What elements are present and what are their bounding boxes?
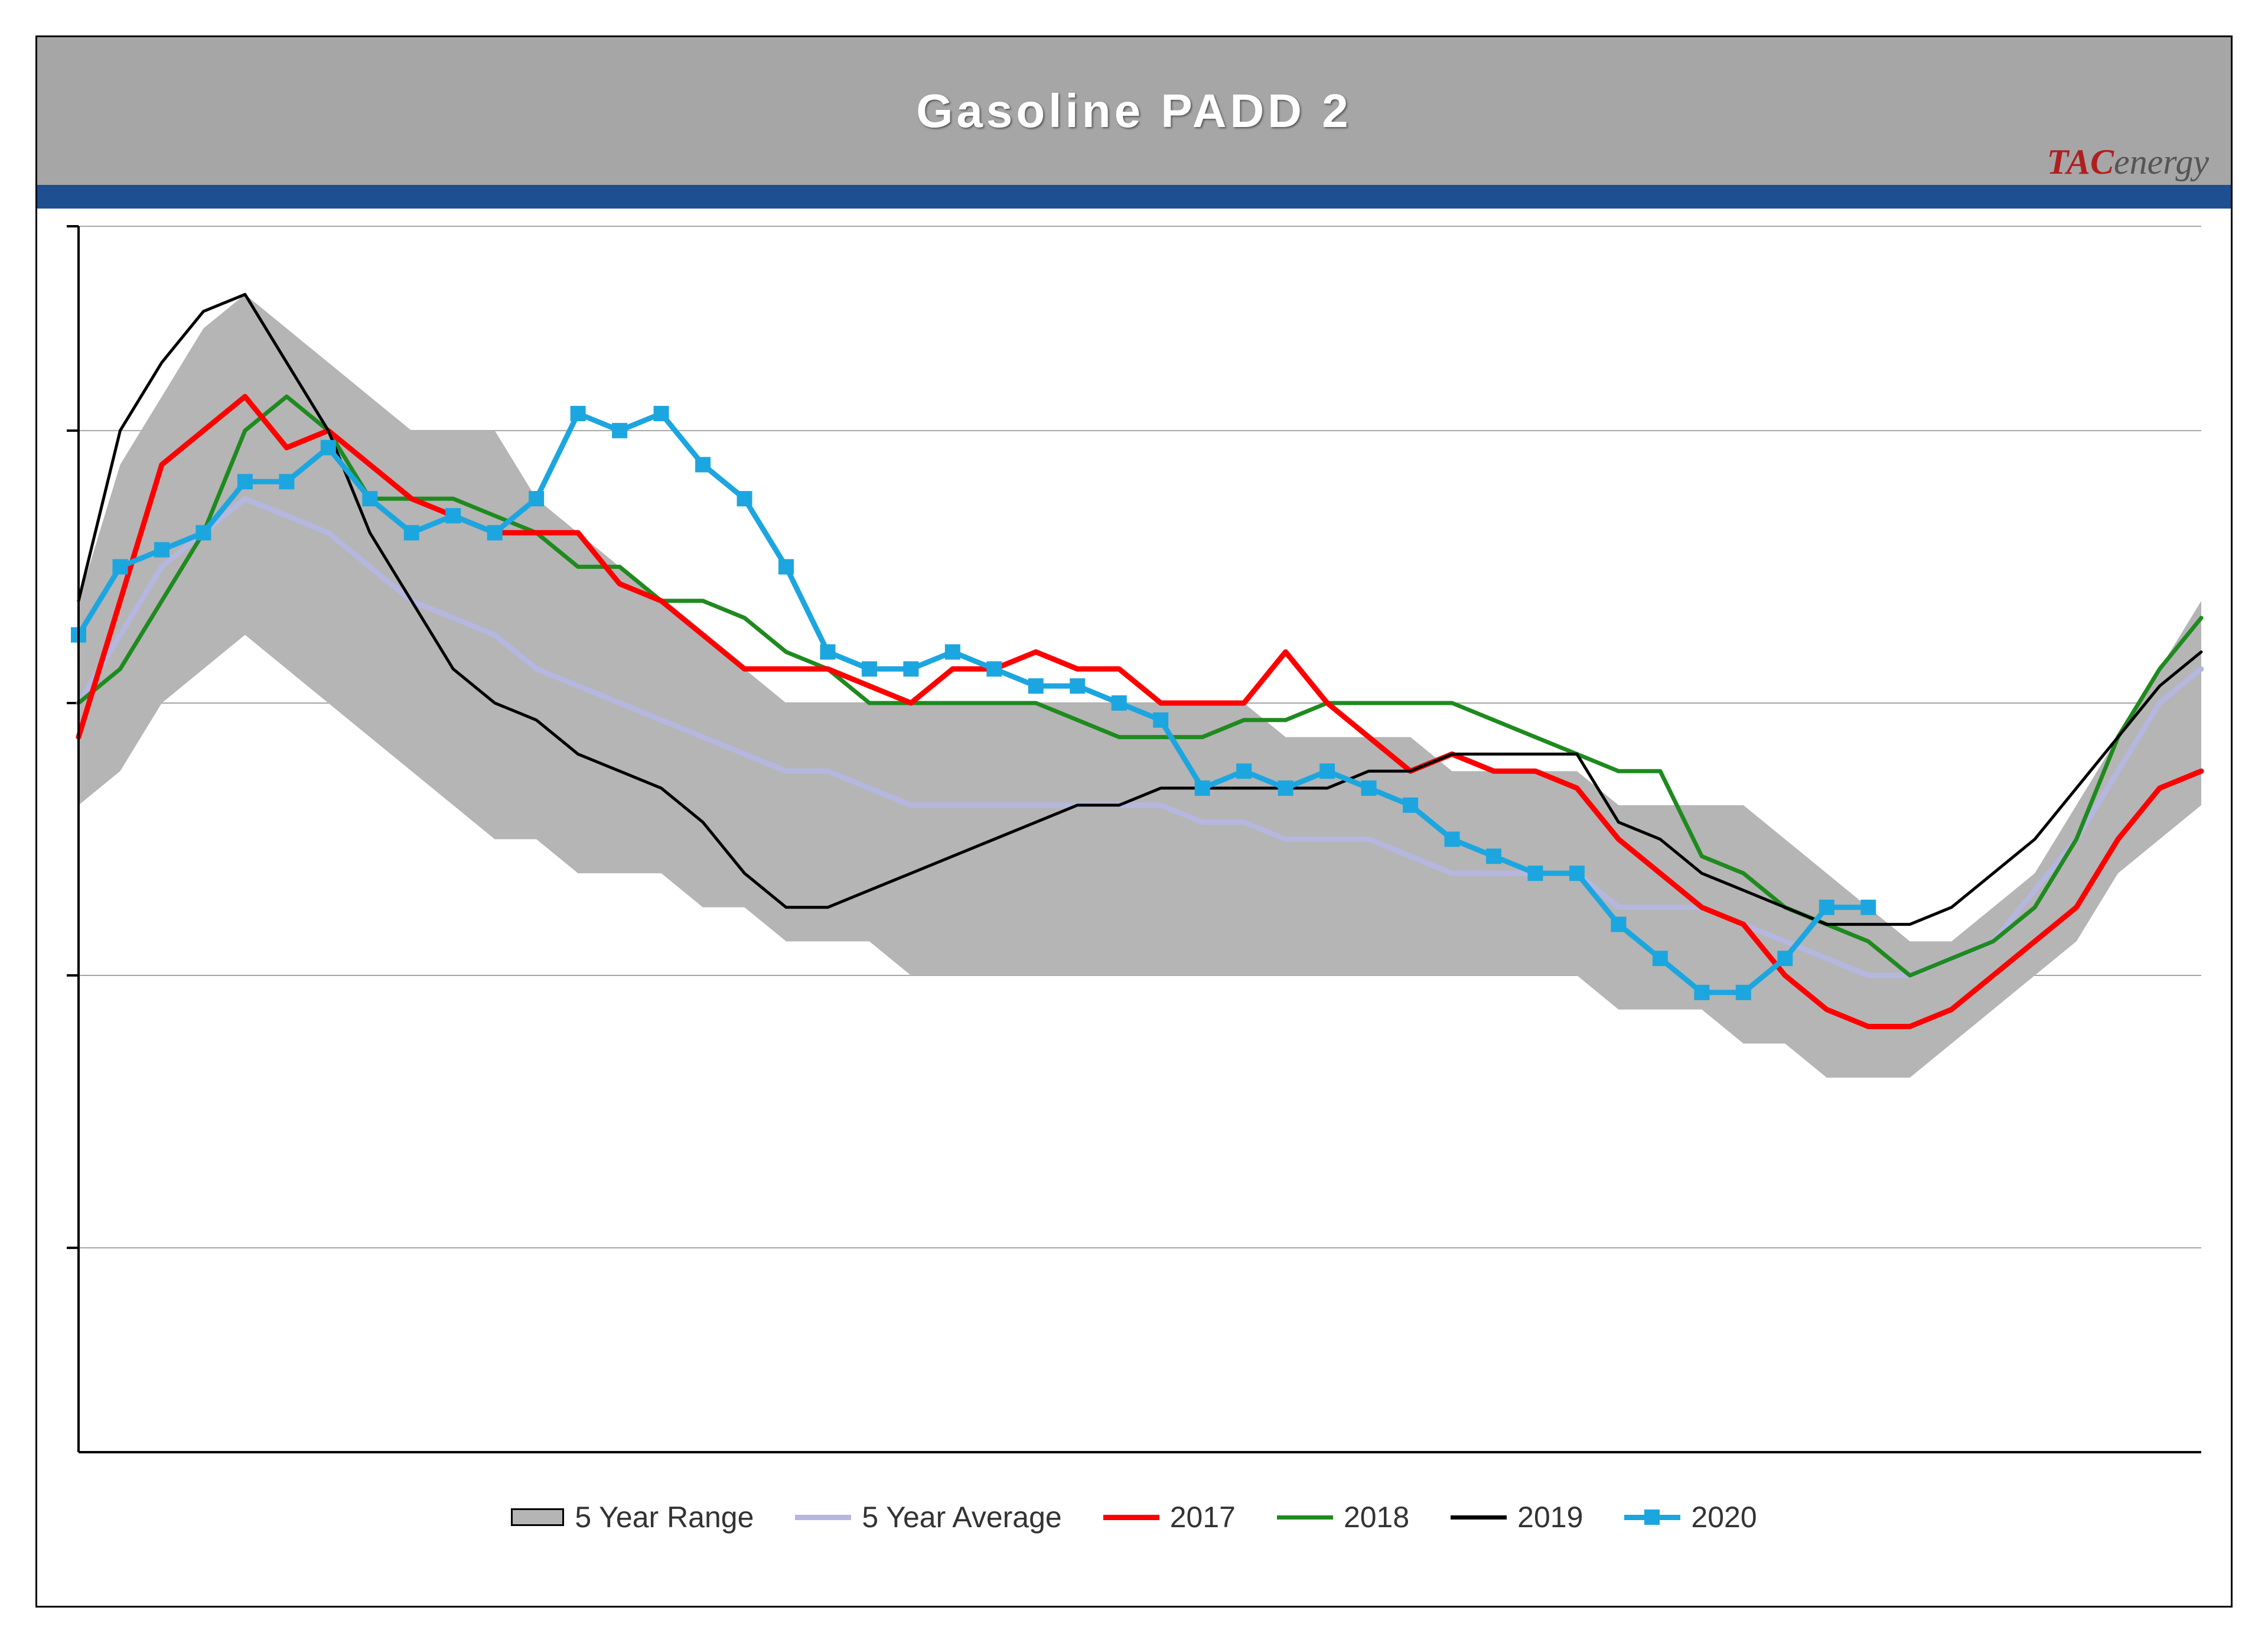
legend-swatch-y2017 [1103,1515,1159,1520]
legend-item-y2017: 2017 [1103,1500,1236,1534]
legend-item-y2018: 2018 [1277,1500,1409,1534]
legend-label-range: 5 Year Range [575,1500,754,1534]
legend-label-y2020: 2020 [1691,1500,1757,1534]
brand-logo: TACenergy [2047,142,2209,183]
chart-frame: Gasoline PADD 2 TACenergy 5 Year Range5 … [0,0,2268,1643]
legend-label-y2018: 2018 [1344,1500,1409,1534]
chart-title: Gasoline PADD 2 [916,84,1352,138]
legend-swatch-range [511,1508,564,1526]
legend-item-y2020: 2020 [1624,1500,1757,1534]
chart-svg [55,220,2213,1470]
legend-swatch-y2020 [1624,1515,1680,1520]
legend-item-y2019: 2019 [1451,1500,1583,1534]
legend-item-range: 5 Year Range [511,1500,754,1534]
legend-swatch-avg [795,1515,851,1520]
logo-part-2: energy [2114,142,2209,181]
chart-stage: 5 Year Range 5 Year Average 2017 2018 2019 20… [37,214,2231,1606]
legend-swatch-y2019 [1451,1515,1507,1520]
title-bar: Gasoline PADD 2 [37,37,2231,185]
legend: 5 Year Range 5 Year Average 2017 2018 2019 20… [37,1488,2231,1547]
legend-label-y2019: 2019 [1517,1500,1583,1534]
accent-strip [37,185,2231,209]
plot-area [55,220,2213,1470]
logo-part-1: TAC [2047,142,2114,181]
legend-label-avg: 5 Year Average [862,1500,1061,1534]
legend-item-avg: 5 Year Average [795,1500,1061,1534]
legend-label-y2017: 2017 [1170,1500,1236,1534]
legend-swatch-y2018 [1277,1515,1333,1520]
